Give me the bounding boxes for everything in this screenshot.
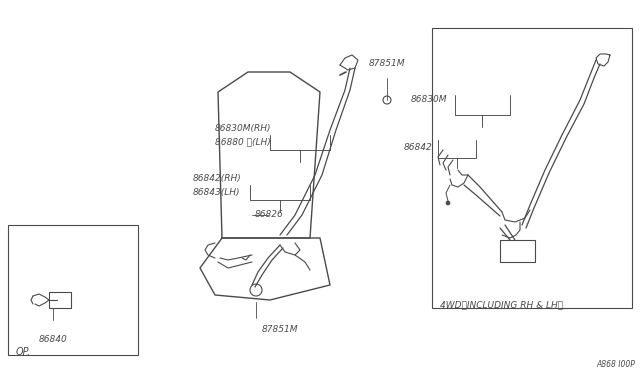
Text: 86880 　(LH): 86880 (LH): [215, 138, 271, 147]
Text: 86843(LH): 86843(LH): [193, 189, 241, 198]
Text: 86842: 86842: [403, 144, 432, 153]
Text: 86830M: 86830M: [410, 94, 447, 103]
Text: 86826: 86826: [255, 210, 284, 219]
Circle shape: [446, 201, 450, 205]
Text: 86840: 86840: [38, 335, 67, 344]
Text: 87851M: 87851M: [262, 325, 298, 334]
Text: 86842(RH): 86842(RH): [193, 174, 242, 183]
Text: OP.: OP.: [16, 347, 31, 357]
Bar: [8, 225, 138, 355]
Text: 4WD（INCLUDING RH & LH）: 4WD（INCLUDING RH & LH）: [440, 300, 563, 309]
Text: A868 I00P: A868 I00P: [596, 360, 635, 369]
Bar: [432, 28, 632, 308]
Text: 87851M: 87851M: [369, 59, 405, 68]
Text: 86830M(RH): 86830M(RH): [215, 124, 271, 132]
